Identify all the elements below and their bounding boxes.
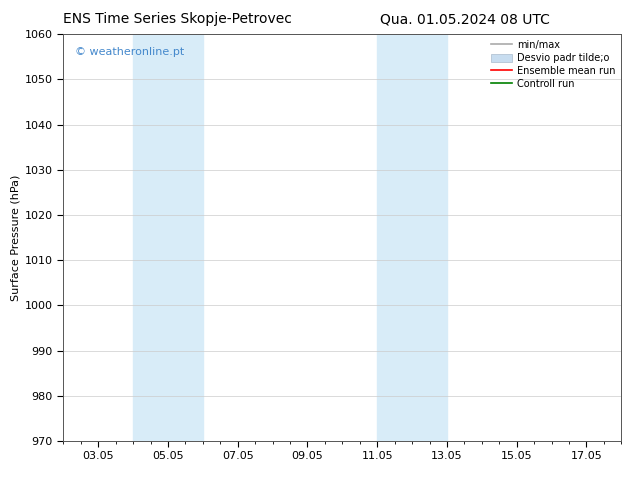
Text: Qua. 01.05.2024 08 UTC: Qua. 01.05.2024 08 UTC xyxy=(380,12,550,26)
Text: ENS Time Series Skopje-Petrovec: ENS Time Series Skopje-Petrovec xyxy=(63,12,292,26)
Text: © weatheronline.pt: © weatheronline.pt xyxy=(75,47,184,56)
Legend: min/max, Desvio padr tilde;o, Ensemble mean run, Controll run: min/max, Desvio padr tilde;o, Ensemble m… xyxy=(487,36,619,93)
Y-axis label: Surface Pressure (hPa): Surface Pressure (hPa) xyxy=(11,174,21,301)
Bar xyxy=(377,34,447,441)
Bar xyxy=(133,34,203,441)
